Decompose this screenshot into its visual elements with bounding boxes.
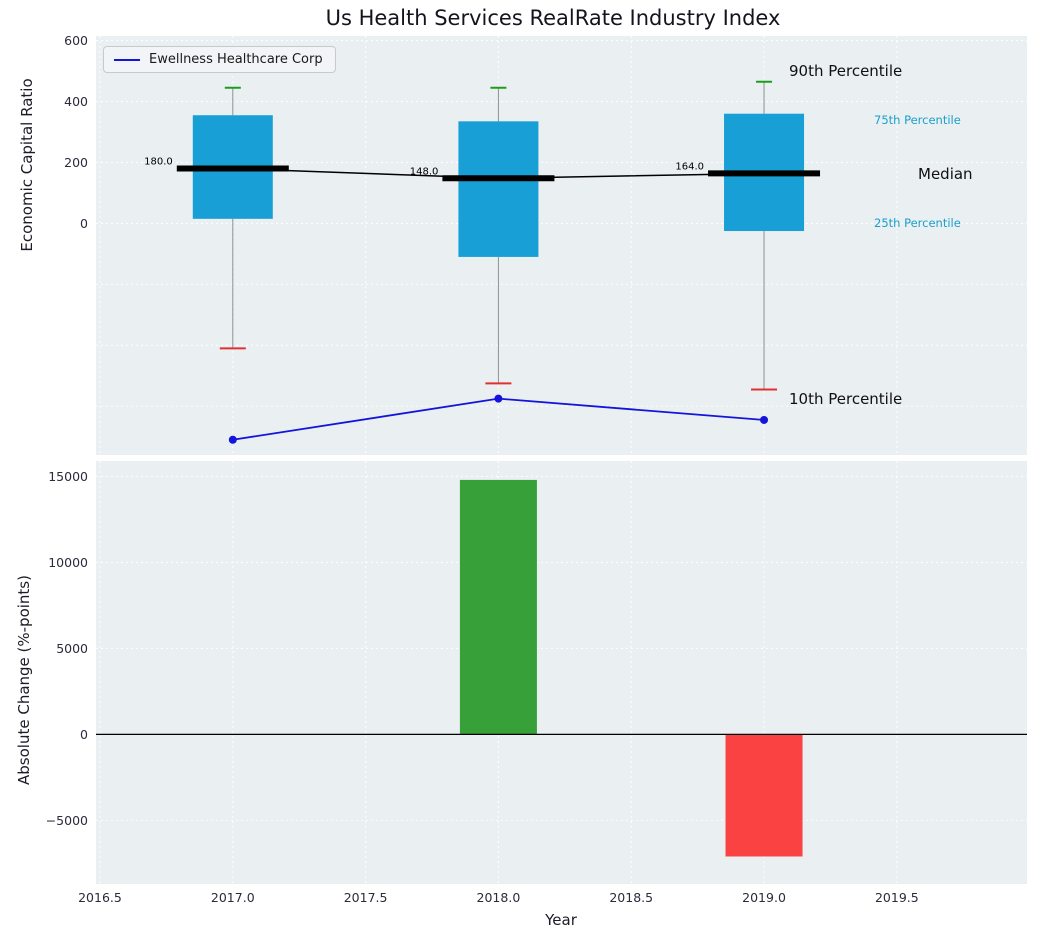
- change-bar-2019: [725, 734, 803, 857]
- legend-label: Ewellness Healthcare Corp: [149, 52, 323, 67]
- x-axis-label: Year: [545, 911, 577, 929]
- company-point-2018: [494, 394, 503, 403]
- bottom-y-tick-label: 10000: [48, 555, 88, 570]
- top-y-tick-label: 400: [64, 94, 88, 109]
- annotation-75th-percentile: 75th Percentile: [874, 113, 961, 127]
- bottom-y-tick-label: 0: [80, 727, 88, 742]
- x-tick-label: 2018.0: [477, 890, 521, 905]
- top-y-tick-label: 0: [80, 216, 88, 231]
- top-y-axis-label: Economic Capital Ratio: [18, 78, 36, 252]
- annotation-25th-percentile: 25th Percentile: [874, 216, 961, 230]
- company-point-2019: [760, 415, 769, 424]
- change-bar-2018: [459, 479, 537, 735]
- median-value-label: 164.0: [675, 161, 704, 172]
- annotation-10th-percentile: 10th Percentile: [789, 390, 903, 408]
- top-plot-background: [96, 36, 1027, 455]
- percentile-box-2018: [458, 121, 539, 257]
- legend: Ewellness Healthcare Corp: [103, 46, 336, 73]
- median-value-label: 180.0: [144, 157, 173, 168]
- x-tick-label: 2017.0: [211, 890, 255, 905]
- legend-line-sample: [114, 58, 140, 61]
- x-tick-label: 2019.0: [742, 890, 786, 905]
- bottom-y-tick-label: 5000: [56, 641, 88, 656]
- bottom-plot-background: [96, 461, 1027, 884]
- annotation-90th-percentile: 90th Percentile: [789, 62, 903, 80]
- top-y-tick-label: 600: [64, 33, 88, 48]
- median-value-label: 148.0: [410, 166, 439, 177]
- x-tick-label: 2018.5: [609, 890, 653, 905]
- x-tick-label: 2019.5: [875, 890, 919, 905]
- top-y-tick-label: 200: [64, 155, 88, 170]
- x-tick-label: 2016.5: [78, 890, 122, 905]
- company-point-2017: [228, 435, 237, 444]
- bottom-y-axis-label: Absolute Change (%-points): [15, 575, 33, 785]
- median-connect-line: [232, 167, 765, 180]
- x-tick-label: 2017.5: [344, 890, 388, 905]
- chart-title: Us Health Services RealRate Industry Ind…: [325, 6, 781, 30]
- bottom-y-tick-label: 15000: [48, 469, 88, 484]
- annotation-median: Median: [918, 165, 973, 183]
- bottom-y-tick-label: −5000: [46, 813, 88, 828]
